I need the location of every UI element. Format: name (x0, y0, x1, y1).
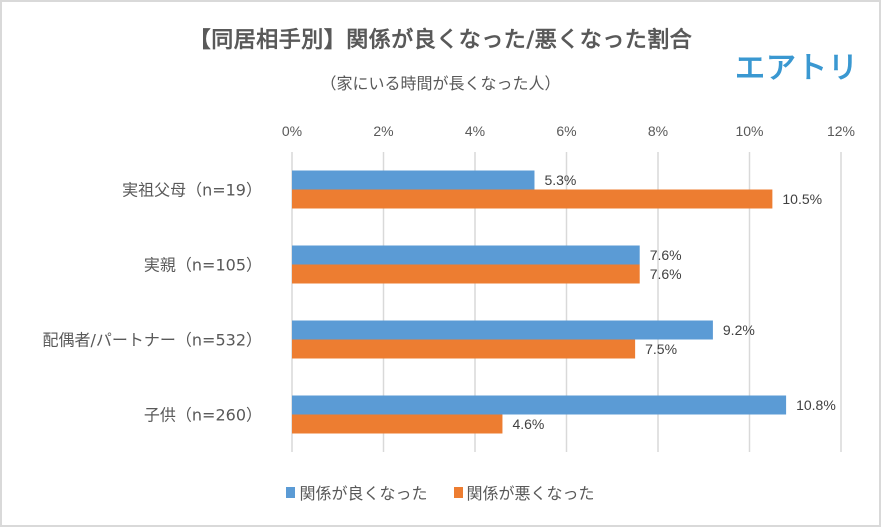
x-tick-label: 0% (282, 123, 302, 139)
x-tick-labels: 0% 2% 4% 6% 8% 10% 12% (282, 123, 855, 139)
legend: 関係が良くなった 関係が悪くなった (0, 480, 881, 504)
chart-title: 【同居相手別】関係が良くなった/悪くなった割合 (188, 28, 693, 53)
data-label: 7.6% (650, 247, 682, 263)
data-label: 7.6% (650, 266, 682, 282)
airtrip-logo: エアトリ (735, 51, 859, 86)
bar-worse (292, 264, 640, 284)
bar-worse (292, 414, 503, 434)
x-tick-label: 12% (827, 123, 855, 139)
x-tick-label: 6% (556, 123, 576, 139)
x-tick-label: 2% (373, 123, 393, 139)
data-label: 10.8% (796, 397, 836, 413)
category-label: 実祖父母（n=19） (122, 181, 262, 200)
x-tick-label: 4% (465, 123, 485, 139)
bar-worse (292, 339, 636, 359)
bar-better (292, 170, 535, 190)
bar-better (292, 245, 640, 265)
legend-item-better: 関係が良くなった (286, 480, 428, 504)
legend-label-worse: 関係が悪くなった (466, 484, 595, 503)
category-labels: 実祖父母（n=19） 実親（n=105） 配偶者/パートナー（n=532） 子供（n=… (43, 181, 262, 425)
bar-worse (292, 189, 773, 209)
data-labels: 5.3% 10.5% 7.6% 7.6% 9.2% 7.5% 10.8% 4.6% (512, 172, 835, 432)
data-label: 9.2% (723, 322, 755, 338)
x-tick-label: 8% (648, 123, 668, 139)
bar-better (292, 320, 713, 340)
data-label: 10.5% (782, 191, 822, 207)
data-label: 7.5% (645, 341, 677, 357)
legend-label-better: 関係が良くなった (299, 484, 428, 503)
chart-subtitle: （家にいる時間が長くなった人） (320, 74, 561, 93)
legend-swatch-worse (453, 486, 463, 498)
bars (292, 170, 787, 434)
legend-swatch-better (286, 486, 296, 498)
legend-item-worse: 関係が悪くなった (453, 480, 595, 504)
data-label: 5.3% (544, 172, 576, 188)
bar-better (292, 395, 787, 415)
x-tick-label: 10% (735, 123, 763, 139)
category-label: 配偶者/パートナー（n=532） (43, 331, 262, 350)
category-label: 実親（n=105） (144, 256, 262, 275)
data-label: 4.6% (512, 416, 544, 432)
category-label: 子供（n=260） (144, 406, 262, 425)
